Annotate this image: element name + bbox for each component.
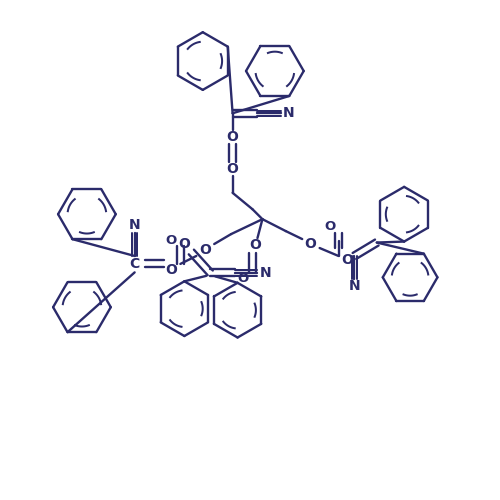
Text: O: O xyxy=(226,162,238,176)
Text: O: O xyxy=(249,238,261,252)
Text: O: O xyxy=(226,130,238,143)
Text: O: O xyxy=(200,243,211,257)
Text: O: O xyxy=(324,220,335,232)
Text: N: N xyxy=(348,280,360,293)
Text: O: O xyxy=(341,254,353,268)
Text: O: O xyxy=(178,237,190,251)
Text: O: O xyxy=(166,234,177,246)
Text: N: N xyxy=(129,218,140,232)
Text: C: C xyxy=(130,257,140,271)
Text: N: N xyxy=(260,266,272,280)
Text: N: N xyxy=(283,106,294,120)
Text: O: O xyxy=(304,236,316,250)
Text: O: O xyxy=(166,263,177,277)
Text: O: O xyxy=(237,272,248,285)
